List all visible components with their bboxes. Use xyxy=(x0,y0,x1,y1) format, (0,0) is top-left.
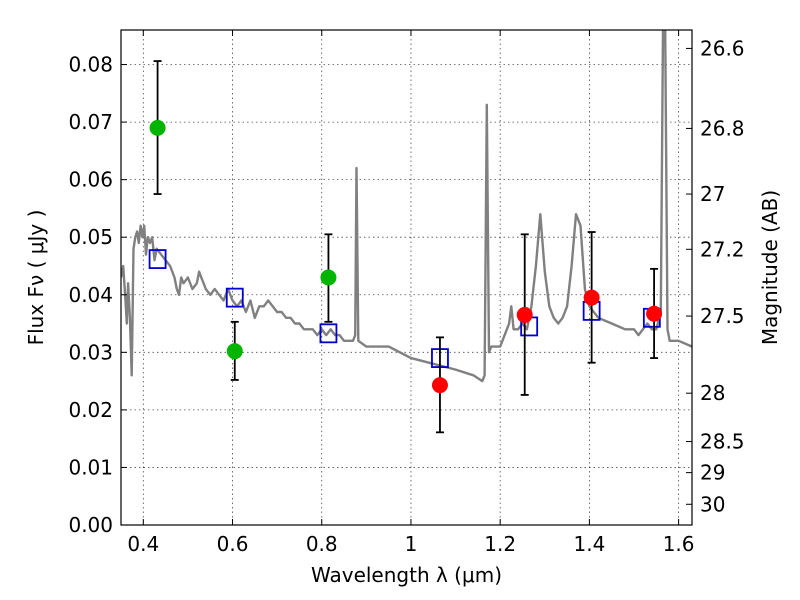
y-tick-label: 0.04 xyxy=(68,283,113,307)
y-right-tick-label: 26.6 xyxy=(700,36,745,60)
observed-flux-point xyxy=(516,306,533,323)
observed-flux-point xyxy=(226,343,243,360)
y-tick-label: 0.07 xyxy=(68,110,113,134)
x-tick-label: 1.6 xyxy=(663,532,695,556)
y-right-tick-label: 27.2 xyxy=(700,237,745,261)
y-tick-label: 0.02 xyxy=(68,398,113,422)
x-tick-label: 1.2 xyxy=(484,532,516,556)
observed-flux-point xyxy=(646,305,663,322)
y-right-tick-label: 29 xyxy=(700,461,725,485)
series-layer xyxy=(121,30,692,434)
x-tick-label: 1 xyxy=(405,532,418,556)
x-tick-label: 0.4 xyxy=(127,532,159,556)
axis-ticks: 0.4 0.6 0.8 1 1.2 1.4 1.6 0.00 0.01 0.02 0.03 0.04 0… xyxy=(68,30,745,556)
plot-frame xyxy=(120,29,693,526)
model-photometry-square xyxy=(225,287,244,308)
y-right-tick-label: 30 xyxy=(700,492,725,516)
y-right-tick-label: 26.8 xyxy=(700,116,745,140)
y-axis-label: Flux Fν ( μJy ) xyxy=(24,210,48,346)
observed-flux-point xyxy=(320,269,337,286)
y-axis-right-label: Magnitude (AB) xyxy=(758,190,782,345)
y-tick-label: 0.05 xyxy=(68,225,113,249)
y-tick-label: 0.00 xyxy=(68,513,113,537)
model-photometry-square xyxy=(319,323,338,344)
grid xyxy=(121,30,692,526)
model-photometry-square xyxy=(148,249,167,269)
x-tick-label: 1.4 xyxy=(573,532,605,556)
x-tick-label: 0.6 xyxy=(217,532,249,556)
observed-flux-point xyxy=(149,119,166,136)
observed-flux-point xyxy=(583,289,600,306)
x-tick-label: 0.8 xyxy=(306,532,338,556)
y-tick-label: 0.01 xyxy=(68,455,113,479)
y-tick-label: 0.08 xyxy=(68,53,113,77)
y-tick-label: 0.03 xyxy=(68,340,113,364)
model-spectrum-line xyxy=(121,30,692,383)
y-right-tick-label: 27.5 xyxy=(700,304,745,328)
x-axis-label: Wavelength λ (μm) xyxy=(311,563,502,587)
y-right-tick-label: 28 xyxy=(700,381,725,405)
observed-flux-point xyxy=(431,377,448,394)
y-right-tick-label: 28.5 xyxy=(700,430,745,454)
y-right-tick-label: 27 xyxy=(700,182,725,206)
y-tick-label: 0.06 xyxy=(68,168,113,192)
